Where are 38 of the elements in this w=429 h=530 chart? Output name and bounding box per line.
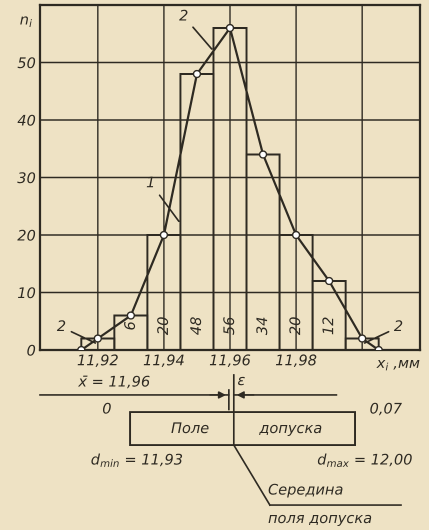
x-axis-title: x$_{i}$ ,мм — [376, 360, 420, 370]
point — [258, 150, 268, 159]
text: поля допуска — [268, 514, 372, 526]
point — [160, 230, 168, 240]
text: допуска — [259, 424, 322, 436]
text: Середина — [268, 484, 342, 498]
data-label: 2 — [56, 320, 66, 332]
point — [292, 230, 300, 240]
text: 0 — [102, 402, 111, 414]
data-label: 12 — [322, 317, 334, 334]
point — [192, 70, 202, 78]
y-tick-label: 20 — [17, 230, 36, 241]
y-tick-label: 50 — [18, 57, 36, 68]
point — [94, 334, 102, 343]
data-label: 6 — [124, 322, 136, 330]
text: d$_{min}$ = 11,93 — [91, 453, 182, 467]
data-label: 2 — [394, 320, 402, 332]
y-tick-label: 40 — [18, 114, 36, 126]
y-tick-label: 10 — [18, 287, 36, 298]
text: 0,07 — [370, 402, 402, 416]
point — [126, 311, 136, 320]
x-tick-label: 11,96 — [210, 354, 250, 367]
x-tick-label: 11,94 — [144, 354, 184, 367]
text: ε — [238, 376, 245, 386]
x-tick-label: 11,92 — [78, 354, 118, 367]
text: Поле — [171, 422, 209, 434]
point — [226, 24, 234, 32]
text: d$_{max}$ = 12,00 — [318, 453, 412, 468]
data-label: 34 — [256, 318, 268, 336]
text: x̄ = 11,96 — [78, 376, 150, 388]
annotation: 2 — [179, 10, 188, 21]
y-axis-title: n$_{i}$ — [20, 16, 32, 27]
point — [324, 276, 334, 286]
y-tick-label: 30 — [17, 172, 36, 184]
point — [358, 334, 366, 343]
x-tick-label: 11,98 — [276, 354, 316, 367]
data-label: 48 — [190, 317, 202, 335]
y-tick-label: 0 — [27, 344, 36, 356]
